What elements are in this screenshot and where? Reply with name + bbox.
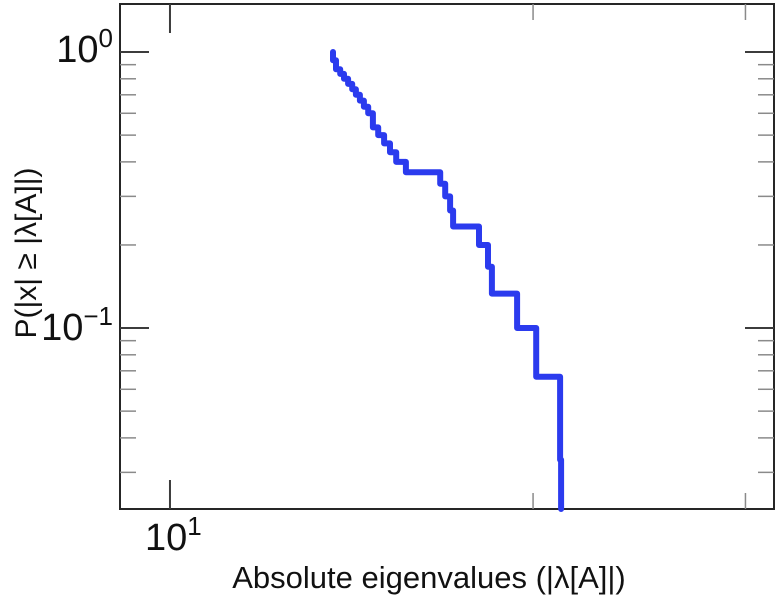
y-tick-1e-1-exponent: −1 <box>83 301 113 331</box>
axis-frame <box>119 3 775 510</box>
y-tick-1e0-base: 10 <box>56 29 99 71</box>
y-tick-label-1e-1: 10−1 <box>0 303 113 349</box>
x-tick-1e1-base: 10 <box>145 517 188 559</box>
x-tick-label-1e1: 101 <box>145 513 202 559</box>
x-tick-1e1-exponent: 1 <box>187 511 202 541</box>
ccdf-curve <box>330 49 565 512</box>
y-axis-label: P(|x| ≥ |λ[A]|) <box>10 167 43 339</box>
y-tick-1e-1-base: 10 <box>41 307 84 349</box>
y-tick-1e0-exponent: 0 <box>98 23 113 53</box>
y-tick-label-1e0: 100 <box>0 25 113 71</box>
x-axis-label: Absolute eigenvalues (|λ[A]|) <box>232 560 626 595</box>
